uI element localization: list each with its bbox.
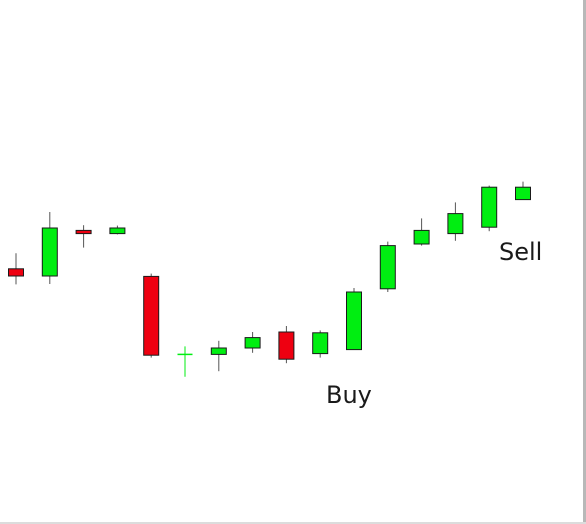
candle-body-up — [515, 186, 531, 201]
right-border — [583, 0, 586, 524]
candle-body-down — [75, 229, 92, 235]
candle-body-up — [41, 227, 58, 277]
candle-body-up — [312, 332, 329, 355]
sell-annotation: Sell — [499, 238, 542, 266]
candle-body-up — [346, 291, 362, 351]
candle-body-down — [143, 275, 160, 356]
bottom-border — [0, 522, 586, 524]
candle-body-down — [278, 331, 295, 360]
candle-body-up — [379, 245, 396, 290]
candle-body-up — [481, 186, 498, 228]
candle-body-down — [8, 268, 24, 277]
candle-body-up — [244, 337, 261, 349]
buy-annotation: Buy — [326, 381, 372, 409]
candle-body-up — [109, 227, 126, 235]
candle-body-up — [447, 213, 464, 235]
candle-body-up — [210, 347, 227, 355]
candle-body-up — [413, 229, 430, 245]
candles-group — [8, 181, 531, 377]
